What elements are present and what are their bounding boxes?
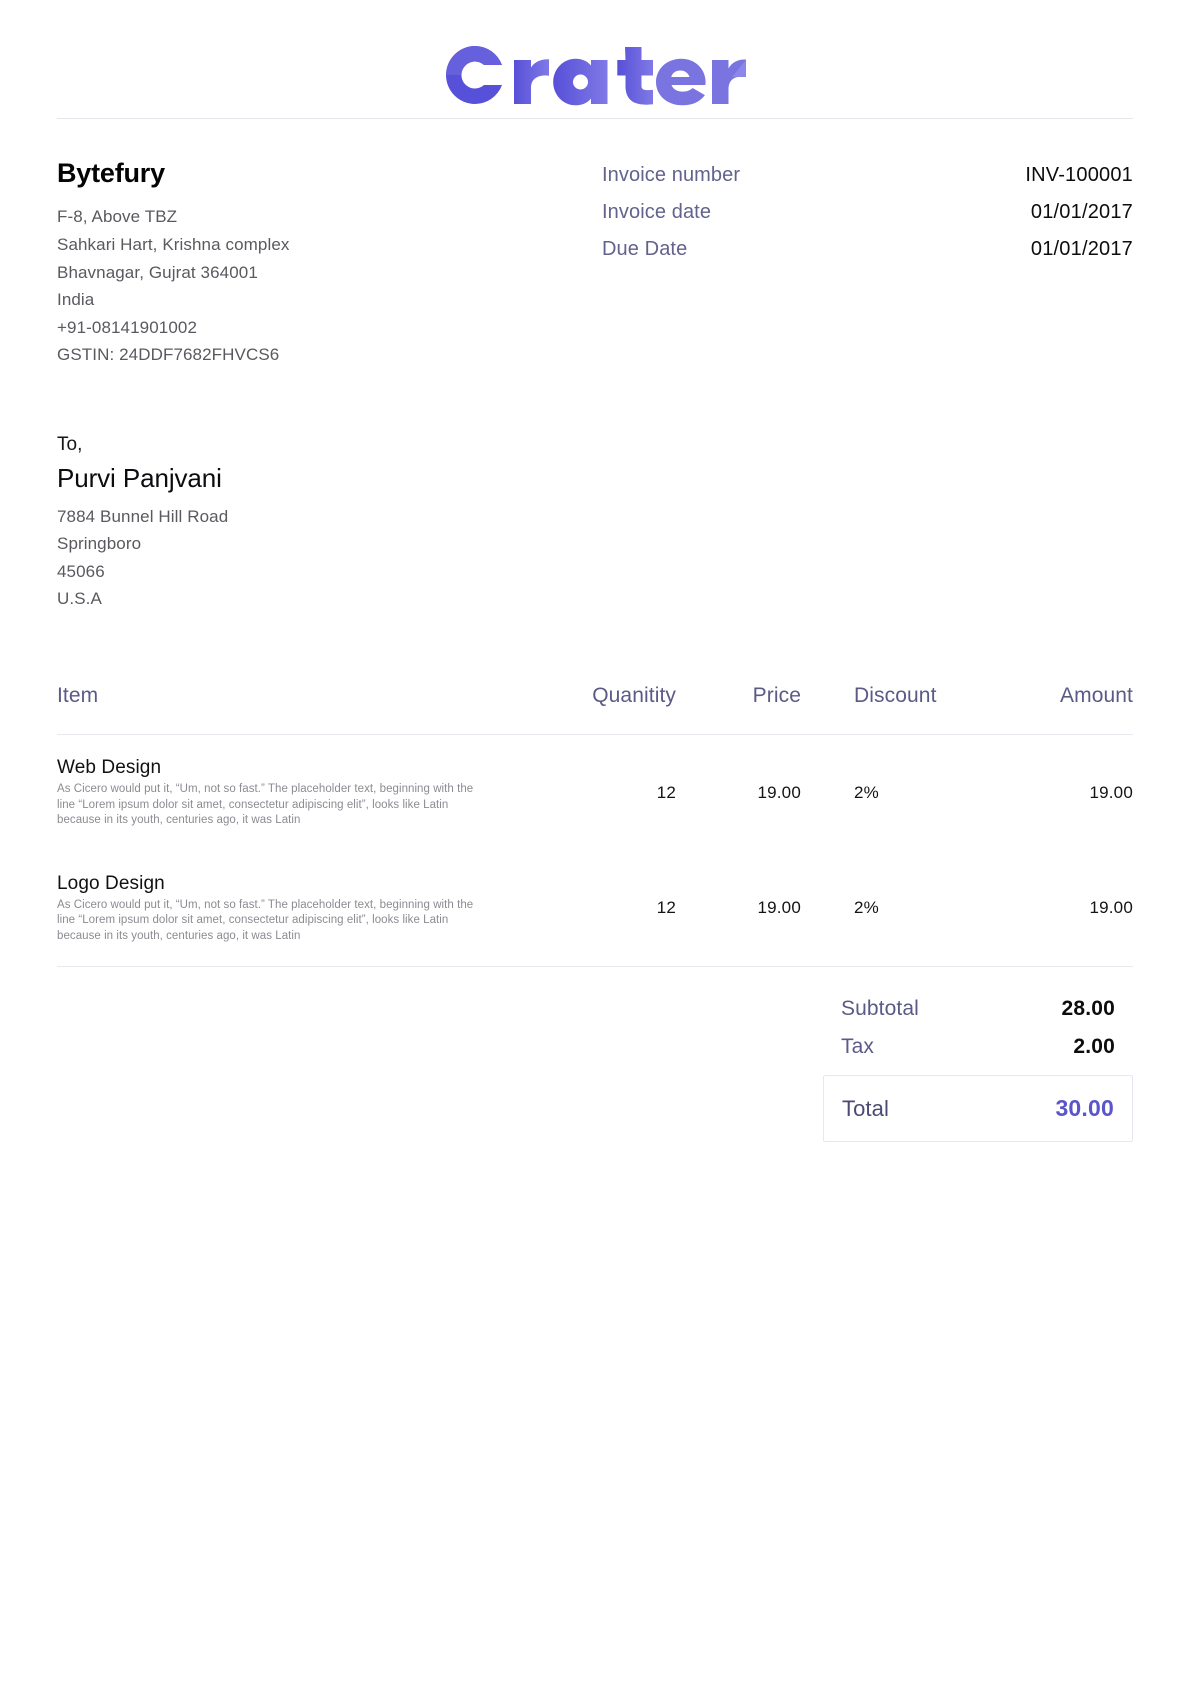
item-amount: 19.00 [1089,898,1133,918]
company-address-line: F-8, Above TBZ [57,207,178,227]
item-cell: Logo Design As Cicero would put it, “Um,… [57,851,531,967]
company-block: Bytefury F-8, Above TBZ Sahkari Hart, Kr… [57,157,602,369]
items-header-row: Item Quanitity Price Discount Amount [57,684,1133,735]
invoice-date-value: 01/01/2017 [1030,201,1133,223]
subtotal-value: 28.00 [1061,997,1115,1021]
total-label: Total [842,1095,889,1121]
invoice-meta-block: Invoice number INV-100001 Invoice date 0… [602,157,1133,369]
tax-row: Tax 2.00 [823,1035,1133,1059]
company-gstin: GSTIN: 24DDF7682FHVCS6 [57,345,280,365]
crater-logo-icon [446,46,746,106]
subtotal-row: Subtotal 28.00 [823,997,1133,1021]
item-description: As Cicero would put it, “Um, not so fast… [57,783,474,827]
total-value: 30.00 [1055,1095,1114,1122]
bill-to-prefix: To, [57,433,83,455]
company-phone: +91-08141901002 [57,317,197,337]
column-header-discount: Discount [854,684,937,708]
bill-to-address-line: U.S.A [57,589,102,609]
invoice-number-row: Invoice number INV-100001 [602,164,1133,187]
column-header-item: Item [57,684,99,708]
table-row: Logo Design As Cicero would put it, “Um,… [57,851,1133,967]
invoice-number-label: Invoice number [602,164,741,186]
invoice-number-value: INV-100001 [1025,164,1133,186]
due-date-row: Due Date 01/01/2017 [602,238,1133,261]
column-header-amount: Amount [1060,684,1133,708]
company-name: Bytefury [57,158,165,188]
invoice-header: Bytefury F-8, Above TBZ Sahkari Hart, Kr… [0,119,1190,369]
items-table-wrap: Item Quanitity Price Discount Amount Web… [0,613,1190,967]
item-cell: Web Design As Cicero would put it, “Um, … [57,735,531,851]
items-table-body: Web Design As Cicero would put it, “Um, … [57,735,1133,967]
column-header-price: Price [752,684,801,708]
tax-value: 2.00 [1073,1035,1115,1059]
company-address-line: Sahkari Hart, Krishna complex [57,234,290,254]
table-row: Web Design As Cicero would put it, “Um, … [57,735,1133,851]
company-address-line: India [57,290,95,310]
item-amount: 19.00 [1089,782,1133,802]
tax-label: Tax [841,1035,874,1059]
grand-total-box: Total 30.00 [823,1075,1133,1143]
bill-to-block: To, Purvi Panjvani 7884 Bunnel Hill Road… [0,369,1190,613]
bill-to-address-line: 45066 [57,561,105,581]
items-table: Item Quanitity Price Discount Amount Web… [57,684,1133,967]
item-title: Web Design [57,757,162,779]
bill-to-name: Purvi Panjvani [57,462,222,493]
bill-to-address-line: Springboro [57,534,142,554]
item-description: As Cicero would put it, “Um, not so fast… [57,898,474,942]
item-discount: 2% [854,898,879,918]
bill-to-address-line: 7884 Bunnel Hill Road [57,506,229,526]
items-table-head: Item Quanitity Price Discount Amount [57,684,1133,735]
brand-logo [0,0,1190,106]
subtotal-label: Subtotal [841,997,919,1021]
item-price: 19.00 [757,898,801,918]
item-title: Logo Design [57,872,165,894]
item-quantity: 12 [656,782,676,802]
invoice-date-row: Invoice date 01/01/2017 [602,201,1133,224]
item-discount: 2% [854,782,879,802]
item-price: 19.00 [757,782,801,802]
due-date-value: 01/01/2017 [1030,238,1133,260]
invoice-date-label: Invoice date [602,201,712,223]
totals-block: Subtotal 28.00 Tax 2.00 Total 30.00 [0,997,1190,1143]
header-divider [57,118,1133,119]
item-quantity: 12 [656,898,676,918]
due-date-label: Due Date [602,238,688,260]
column-header-quantity: Quanitity [592,684,676,708]
company-address-line: Bhavnagar, Gujrat 364001 [57,262,258,282]
